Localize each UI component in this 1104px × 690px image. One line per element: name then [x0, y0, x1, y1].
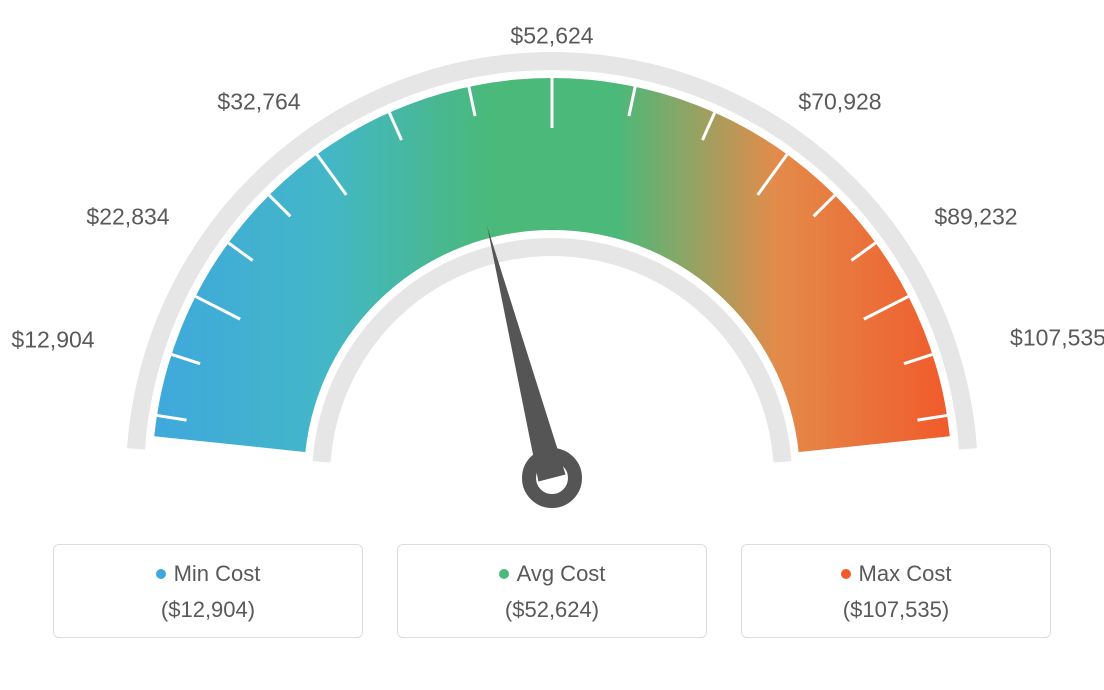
legend-min-dot-icon [156, 569, 166, 579]
gauge-tick-label: $70,928 [798, 89, 881, 116]
gauge-tick-label: $107,535 [1010, 325, 1104, 352]
legend-row: Min Cost ($12,904) Avg Cost ($52,624) Ma… [0, 544, 1104, 638]
gauge-tick-label: $32,764 [217, 89, 300, 116]
legend-min-value: ($12,904) [64, 597, 352, 623]
legend-avg-dot-icon [499, 569, 509, 579]
gauge-chart: $12,904 $22,834 $32,764 $52,624 $70,928 $89,2… [0, 0, 1104, 540]
gauge-tick-label: $12,904 [11, 327, 94, 354]
legend-max: Max Cost ($107,535) [741, 544, 1051, 638]
legend-min: Min Cost ($12,904) [53, 544, 363, 638]
legend-max-title: Max Cost [752, 561, 1040, 587]
legend-avg: Avg Cost ($52,624) [397, 544, 707, 638]
gauge-tick-label: $89,232 [934, 204, 1017, 231]
legend-max-value: ($107,535) [752, 597, 1040, 623]
legend-max-label: Max Cost [859, 561, 952, 587]
legend-min-title: Min Cost [64, 561, 352, 587]
legend-min-label: Min Cost [174, 561, 261, 587]
gauge-tick-label: $52,624 [510, 23, 593, 50]
legend-avg-title: Avg Cost [408, 561, 696, 587]
legend-avg-value: ($52,624) [408, 597, 696, 623]
legend-max-dot-icon [841, 569, 851, 579]
legend-avg-label: Avg Cost [517, 561, 606, 587]
gauge-tick-label: $22,834 [86, 204, 169, 231]
